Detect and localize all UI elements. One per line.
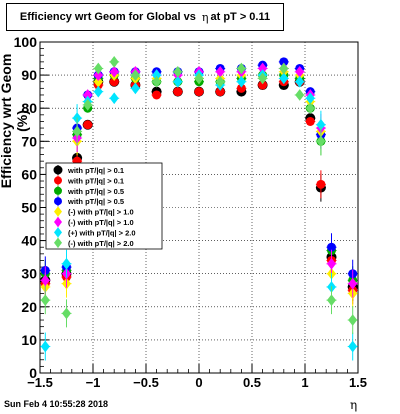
- x-tick-label: −0.5: [133, 375, 159, 390]
- y-tick-label: 90: [21, 67, 37, 83]
- data-point: [93, 69, 103, 81]
- data-point: [305, 102, 315, 115]
- data-point: [40, 340, 50, 353]
- legend-entry-label: with pT/|q| > 0.5: [67, 197, 124, 206]
- timestamp-footer: Sun Feb 4 10:55:28 2018: [4, 399, 109, 409]
- data-point: [109, 77, 119, 87]
- legend-entry-label: with pT/|q| > 0.1: [67, 166, 124, 175]
- data-point: [295, 65, 305, 78]
- data-point: [130, 82, 140, 95]
- data-point: [316, 179, 326, 189]
- data-point: [93, 85, 103, 98]
- x-tick-label: −1.5: [27, 375, 53, 390]
- legend-entry-label: (+) with pT/|q| > 2.0: [68, 228, 136, 237]
- data-point: [40, 274, 50, 287]
- title-suffix: at pT > 0.11: [210, 11, 271, 23]
- data-point: [83, 99, 93, 111]
- legend-entry-label: (-) with pT/|q| > 1.0: [68, 208, 134, 217]
- data-point: [258, 80, 268, 90]
- y-axis-label: Efficiency wrt Geom (%): [0, 53, 30, 189]
- data-point: [327, 294, 336, 307]
- data-point: [348, 314, 358, 326]
- y-tick-label: 0: [29, 365, 37, 381]
- data-point: [258, 72, 268, 85]
- data-point: [194, 87, 204, 97]
- data-point: [152, 75, 162, 88]
- x-tick-label: 0.5: [243, 375, 261, 390]
- data-point: [348, 340, 358, 353]
- data-point: [62, 257, 71, 270]
- data-point: [305, 92, 315, 105]
- y-tick-label: 70: [21, 133, 37, 149]
- legend-box: [45, 162, 163, 250]
- y-tick-label: 100: [14, 34, 38, 50]
- data-point: [93, 75, 103, 88]
- data-point: [72, 125, 82, 138]
- x-tick-label: 0: [195, 375, 202, 390]
- title-prefix: Efficiency wrt Geom for Global vs: [19, 11, 196, 23]
- x-tick-label: 1: [301, 375, 308, 390]
- x-axis-label: η: [350, 398, 358, 412]
- data-point: [295, 75, 305, 88]
- data-point: [327, 257, 336, 270]
- data-point: [348, 277, 358, 290]
- legend-entry-label: with pT/|q| > 0.1: [67, 176, 124, 185]
- y-tick-label: 20: [21, 299, 37, 315]
- data-point: [130, 69, 140, 81]
- data-point: [279, 57, 289, 67]
- data-point: [295, 89, 305, 101]
- title-eta: η: [201, 10, 209, 24]
- data-point: [62, 307, 71, 320]
- data-point: [83, 89, 93, 101]
- data-point: [173, 75, 183, 88]
- x-tick-label: 1.5: [349, 375, 367, 390]
- y-tick-label: 50: [21, 200, 37, 216]
- x-tick-label: −1: [86, 375, 101, 390]
- data-point: [109, 92, 119, 105]
- data-point: [279, 62, 289, 75]
- legend-entry-label: (-) with pT/|q| > 2.0: [68, 239, 134, 248]
- data-point: [236, 62, 246, 75]
- data-point: [93, 62, 103, 75]
- y-tick-label: 10: [21, 332, 37, 348]
- data-point: [215, 75, 225, 88]
- data-point: [316, 135, 326, 148]
- legend-entry-label: with pT/|q| > 0.5: [67, 187, 124, 196]
- data-point: [327, 242, 336, 252]
- data-point: [152, 69, 162, 81]
- data-point: [316, 118, 326, 131]
- data-point: [279, 72, 289, 85]
- data-point: [83, 120, 93, 130]
- data-point: [109, 65, 119, 78]
- y-tick-label: 40: [21, 233, 37, 249]
- legend-entry-label: (-) with pT/|q| > 1.0: [68, 218, 134, 227]
- data-point: [173, 87, 183, 97]
- y-tick-label: 30: [21, 266, 37, 282]
- data-point: [40, 294, 50, 307]
- data-point: [194, 72, 204, 85]
- data-point: [236, 75, 246, 88]
- data-point: [305, 116, 315, 126]
- y-tick-label: 80: [21, 100, 37, 116]
- data-point: [258, 62, 268, 75]
- chart-title: Efficiency wrt Geom for Global vs η at p…: [6, 3, 284, 31]
- y-tick-label: 60: [21, 166, 37, 182]
- data-point: [109, 56, 119, 68]
- data-point: [215, 65, 225, 78]
- data-point: [152, 90, 162, 100]
- data-point: [173, 65, 183, 78]
- data-point: [236, 83, 246, 93]
- data-point: [215, 87, 225, 97]
